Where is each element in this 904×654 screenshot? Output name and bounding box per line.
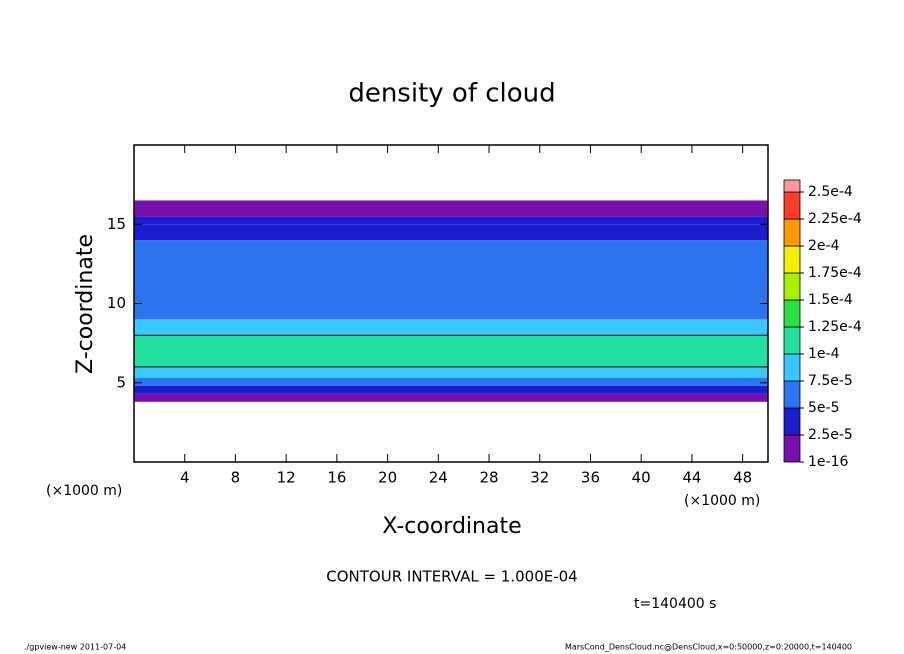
y-tick-label: 15	[107, 215, 126, 233]
x-axis-label: X-coordinate	[382, 514, 521, 539]
x-tick-label: 40	[632, 469, 651, 487]
colorbar-label: 1e-16	[808, 454, 848, 470]
colorbar-box	[783, 407, 801, 436]
footer: ./gpview-new 2011-07-04	[24, 643, 126, 652]
y-tick-label: 5	[116, 373, 126, 391]
colorbar-label: 1.5e-4	[808, 292, 853, 308]
x-tick-label: 36	[581, 469, 600, 487]
colorbar-box	[783, 272, 801, 301]
colorbar-box	[783, 299, 801, 328]
x-unit: (×1000 m)	[684, 493, 760, 509]
x-tick-label: 12	[277, 469, 296, 487]
density-band	[134, 216, 768, 225]
colorbar-box	[783, 191, 801, 220]
x-tick-label: 44	[682, 469, 701, 487]
chart-title: density of cloud	[348, 79, 555, 109]
y-unit: (×1000 m)	[46, 483, 122, 499]
annotation: CONTOUR INTERVAL = 1.000E-04	[326, 568, 577, 586]
density-band	[134, 200, 768, 217]
x-tick-label: 8	[231, 469, 241, 487]
colorbar-label: 1.75e-4	[808, 265, 862, 281]
x-tick-label: 28	[479, 469, 498, 487]
density-band	[134, 319, 768, 336]
colorbar-label: 2.25e-4	[808, 211, 862, 227]
footer: MarsCond_DensCloud.nc@DensCloud,x=0:5000…	[565, 643, 852, 652]
colorbar-box	[783, 434, 801, 463]
density-band	[134, 224, 768, 241]
colorbar-box	[783, 380, 801, 409]
density-band	[134, 377, 768, 386]
colorbar-label: 5e-5	[808, 400, 839, 416]
colorbar-box	[783, 245, 801, 274]
colorbar-box	[783, 218, 801, 247]
colorbar-box	[783, 179, 801, 193]
colorbar-label: 2.5e-5	[808, 427, 853, 443]
density-band	[134, 335, 768, 367]
density-band	[134, 240, 768, 320]
annotation: t=140400 s	[634, 596, 716, 612]
colorbar-label: 2e-4	[808, 238, 840, 254]
colorbar-box	[783, 353, 801, 382]
y-tick-label: 10	[107, 294, 126, 312]
colorbar-label: 2.5e-4	[808, 184, 853, 200]
colorbar-label: 1.25e-4	[808, 319, 862, 335]
x-tick-label: 16	[327, 469, 346, 487]
x-tick-label: 4	[180, 469, 190, 487]
colorbar-box	[783, 326, 801, 355]
x-tick-label: 24	[429, 469, 448, 487]
y-axis-label: Z-coordinate	[73, 234, 98, 374]
density-band	[134, 393, 768, 402]
x-tick-label: 20	[378, 469, 397, 487]
x-tick-label: 48	[733, 469, 752, 487]
x-tick-label: 32	[530, 469, 549, 487]
colorbar-label: 7.5e-5	[808, 373, 853, 389]
density-band	[134, 385, 768, 394]
colorbar-label: 1e-4	[808, 346, 840, 362]
density-band	[134, 366, 768, 378]
